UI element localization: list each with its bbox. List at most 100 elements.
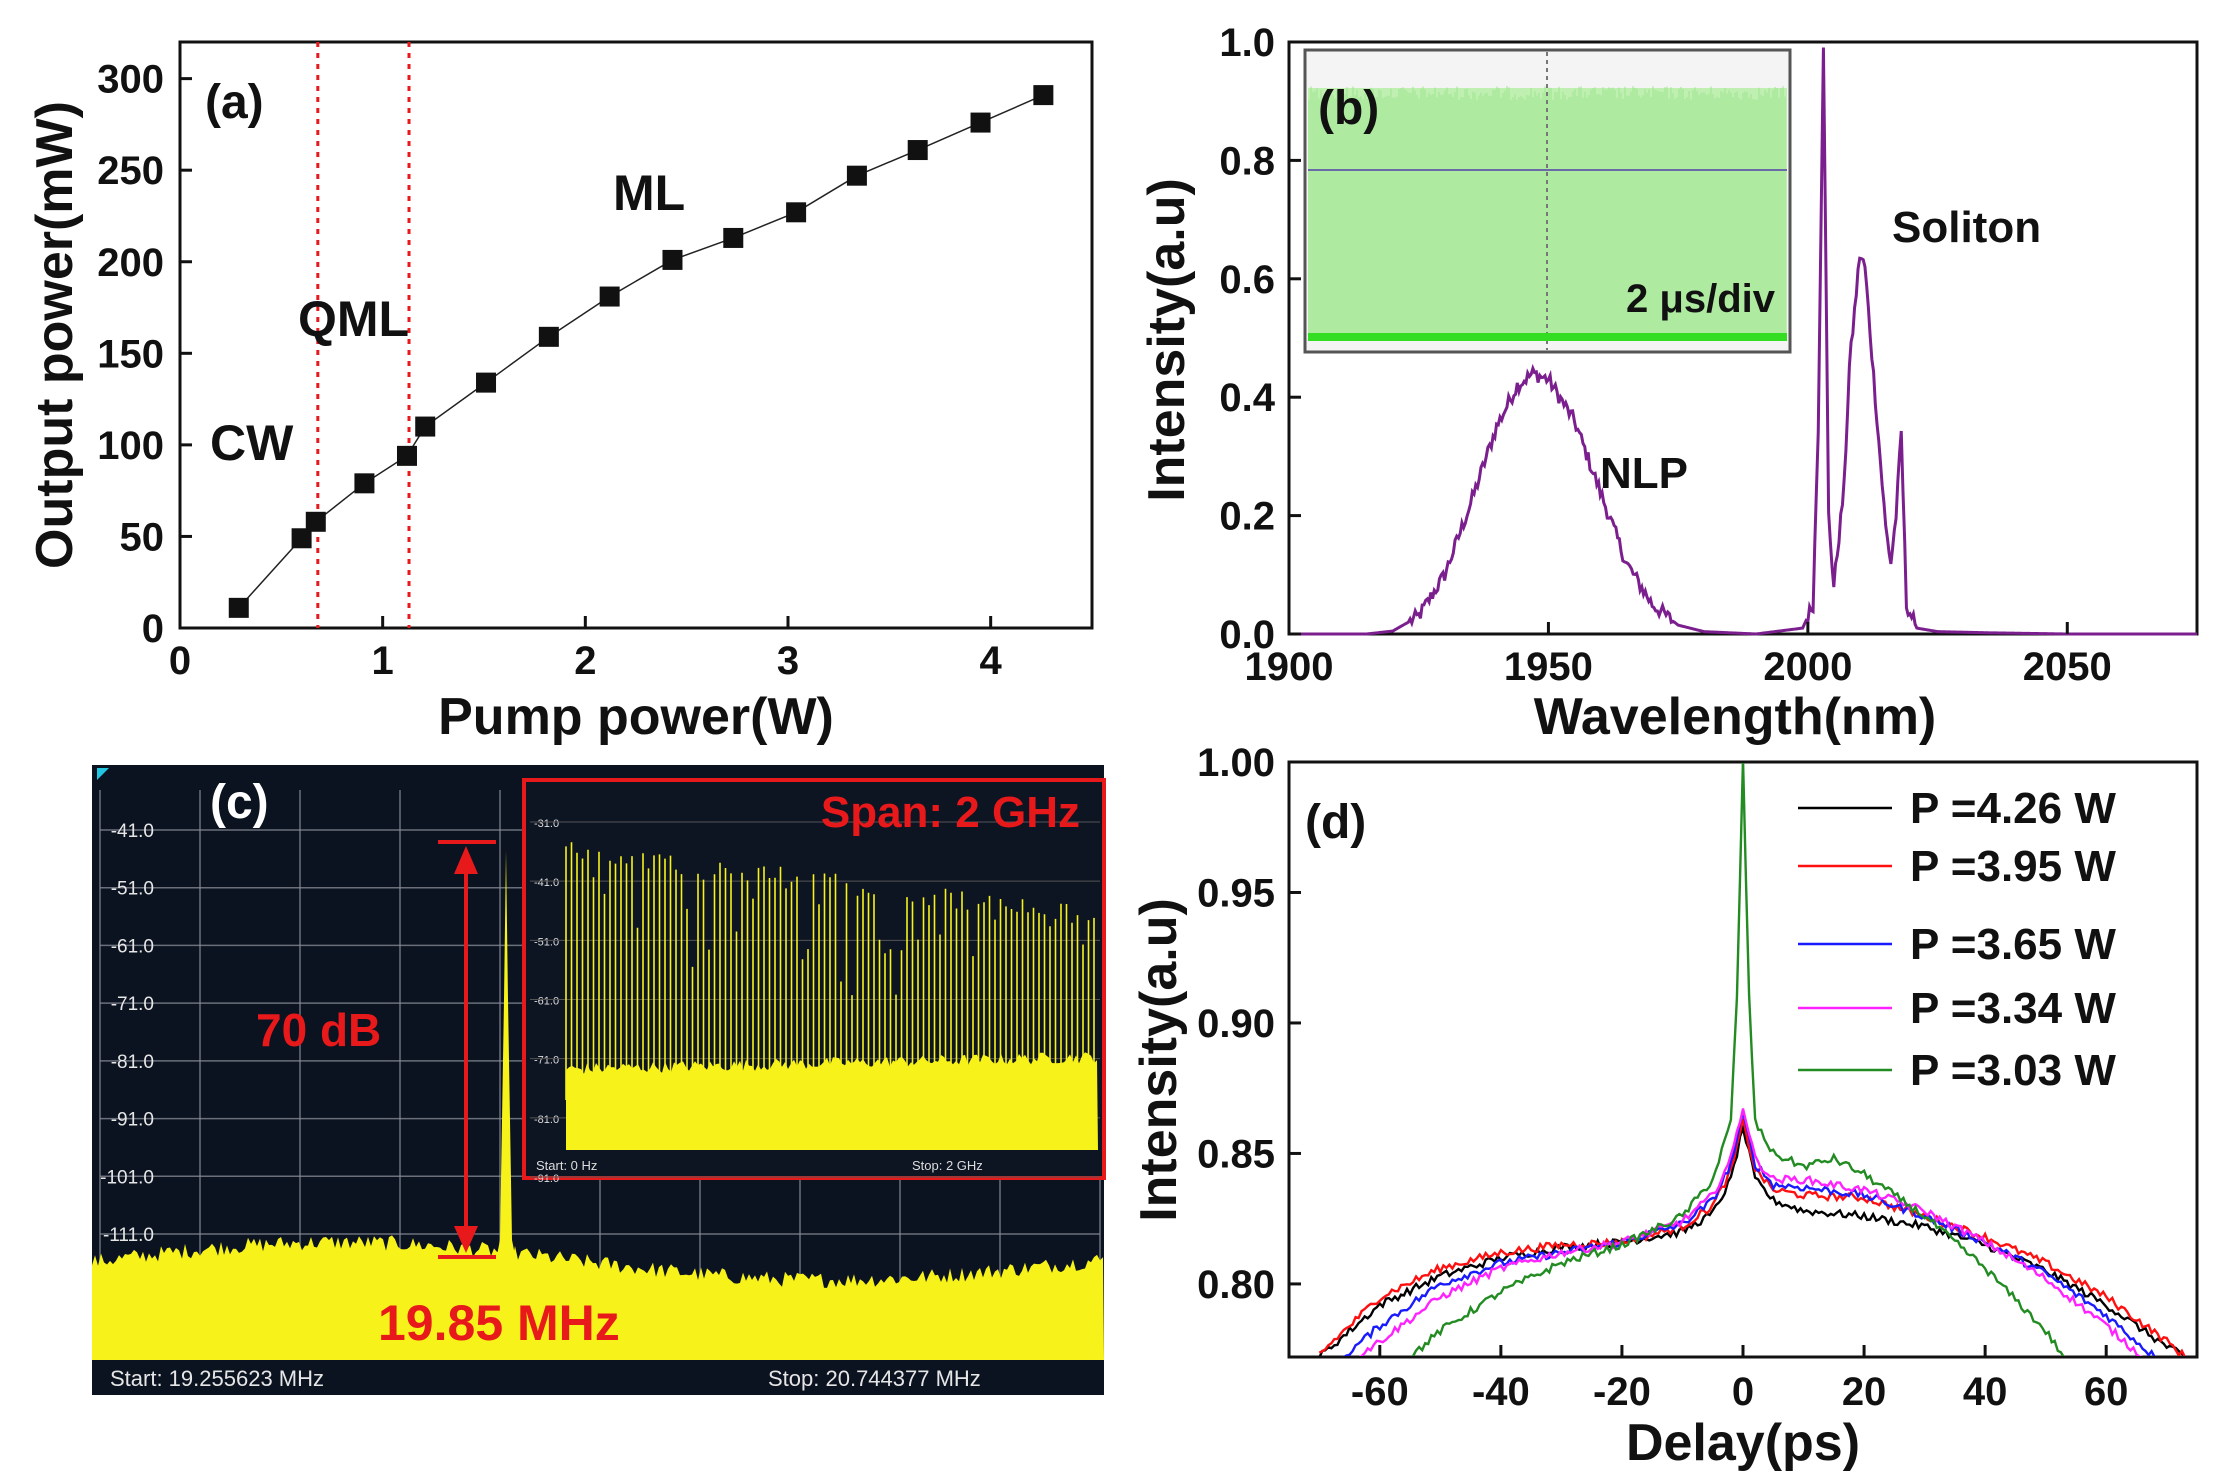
c-snr-label: 70 dB	[256, 1004, 381, 1056]
d-y-tick-label: 1.00	[1197, 741, 1275, 785]
c-y-tick-label: -111.0	[103, 1225, 154, 1246]
d-y-tick-label: 0.80	[1197, 1263, 1275, 1307]
a-data-point	[396, 445, 417, 466]
c-inset-span: -31.0 -41.0 -51.0 -61.0 -71.0 -81.0 -91.0 Span…	[522, 778, 1106, 1185]
a-x-tick-label: 4	[980, 639, 1003, 683]
b-inset-timebase: 2 μs/div	[1626, 277, 1776, 321]
c-y-tick-label: -41.0	[111, 821, 154, 842]
d-y-axis-label: Intensity(a.u)	[1130, 898, 1188, 1222]
c-snr-head-bottom	[454, 1226, 478, 1253]
b-y-axis-label: Intensity(a.u)	[1138, 178, 1196, 502]
a-y-tick-label: 150	[97, 332, 164, 376]
d-series-lines	[1318, 763, 2186, 1356]
d-legend-label: P =3.03 W	[1910, 1046, 2116, 1095]
a-x-tick-label: 0	[169, 639, 191, 683]
c-start-label: Start: 19.255623 MHz	[110, 1366, 324, 1391]
b-annotation-nlp: NLP	[1600, 449, 1688, 498]
c-y-tick-label: -51.0	[111, 879, 154, 900]
d-x-ticks: -60 -40 -20 0 20 40 60	[1351, 1345, 2129, 1414]
d-legend: P =4.26 W P =3.95 W P =3.65 W P =3.34 W P =3…	[1798, 784, 2116, 1095]
c-y-tick-label: -81.0	[111, 1052, 154, 1073]
a-y-tick-label: 250	[97, 149, 164, 193]
b-inset-pulse-train	[1308, 86, 1786, 340]
a-data-point	[1033, 85, 1054, 106]
b-inset-baseline	[1308, 333, 1787, 341]
a-x-tick-label: 1	[372, 639, 394, 683]
a-data-point	[415, 416, 436, 437]
c-inset-y-tick-label: -91.0	[534, 1173, 559, 1185]
a-data-point	[291, 528, 312, 549]
c-inset-y-tick-label: -61.0	[534, 996, 559, 1008]
b-inset-oscilloscope: 2 μs/div	[1303, 48, 1792, 354]
b-x-tick-label: 1900	[1245, 645, 1334, 689]
b-spectrum-line	[1289, 47, 2197, 636]
d-x-tick-label: -40	[1472, 1370, 1530, 1414]
c-inset-y-tick-label: -41.0	[534, 877, 559, 889]
c-inset-y-tick-label: -51.0	[534, 936, 559, 948]
d-x-tick-label: 0	[1732, 1370, 1754, 1414]
c-snr-head-top	[454, 846, 478, 874]
a-y-tick-label: 0	[142, 607, 164, 651]
c-fundamental-peak	[492, 850, 520, 1280]
c-inset-harmonics	[565, 842, 1098, 1150]
b-x-tick-label: 1950	[1504, 645, 1593, 689]
c-corner-marker	[97, 768, 109, 780]
panel-a: 0 1 2 3 4 0 50 100 150 200 250 300 (a) CW QML ML P…	[26, 40, 1094, 746]
a-y-axis-label: Output power(mW)	[26, 101, 84, 569]
c-inset-y-tick-label: -31.0	[534, 818, 559, 830]
a-data-point	[476, 372, 497, 393]
a-data-point	[907, 140, 928, 161]
d-y-ticks: 0.80 0.85 0.90 0.95 1.00	[1197, 741, 1301, 1307]
c-y-tick-label: -101.0	[100, 1167, 154, 1188]
a-region-qml: QML	[298, 291, 409, 347]
a-x-tick-label: 3	[777, 639, 799, 683]
d-x-tick-label: 60	[2084, 1370, 2129, 1414]
c-y-tick-label: -91.0	[111, 1110, 154, 1131]
b-annotation-soliton: Soliton	[1892, 203, 2041, 252]
d-series-line-4	[1411, 763, 2065, 1356]
d-series-line-3	[1358, 1108, 2143, 1356]
c-y-tick-label: -71.0	[111, 994, 154, 1015]
c-inset-y-tick-label: -81.0	[534, 1114, 559, 1126]
d-x-tick-label: -20	[1593, 1370, 1651, 1414]
a-y-tick-label: 100	[97, 424, 164, 468]
a-x-axis-label: Pump power(W)	[438, 688, 834, 746]
panel-a-frame	[178, 40, 1094, 630]
d-x-axis-label: Delay(ps)	[1626, 1414, 1860, 1472]
a-data-point	[538, 326, 559, 347]
b-y-tick-label: 0.2	[1219, 495, 1275, 539]
b-y-ticks: 0.0 0.2 0.4 0.6 0.8 1.0	[1219, 21, 1301, 657]
c-inset-start: Start: 0 Hz	[536, 1158, 597, 1173]
c-y-ticks: -41.0 -51.0 -61.0 -71.0 -81.0 -91.0 -101.0 -111…	[100, 821, 154, 1246]
b-spectrum-trace	[1289, 47, 2197, 636]
d-x-tick-label: 20	[1842, 1370, 1887, 1414]
a-x-ticks: 0 1 2 3 4	[169, 616, 1003, 683]
d-x-tick-label: -60	[1351, 1370, 1409, 1414]
d-y-tick-label: 0.95	[1197, 871, 1275, 915]
a-data-point	[354, 473, 375, 494]
a-x-tick-label: 2	[574, 639, 596, 683]
b-panel-label: (b)	[1318, 82, 1379, 135]
d-y-tick-label: 0.85	[1197, 1132, 1275, 1176]
a-y-tick-label: 50	[120, 515, 165, 559]
a-trend-line	[238, 94, 1044, 609]
c-inset-noise-fill	[566, 1052, 1098, 1150]
a-data-point	[228, 597, 249, 618]
a-data-point	[970, 112, 991, 133]
d-panel-label: (d)	[1305, 796, 1366, 849]
b-x-ticks: 1900 1950 2000 2050	[1245, 622, 2112, 689]
c-inset-y-tick-label: -71.0	[534, 1055, 559, 1067]
c-snr-arrow	[438, 840, 496, 1259]
b-x-tick-label: 2000	[1763, 645, 1852, 689]
a-data-point	[723, 227, 744, 248]
b-y-tick-label: 1.0	[1219, 21, 1275, 65]
b-y-tick-label: 0.0	[1219, 613, 1275, 657]
a-data-points	[228, 85, 1054, 618]
c-y-tick-label: -61.0	[111, 936, 154, 957]
c-inset-span-label: Span: 2 GHz	[821, 788, 1080, 837]
c-status-bar	[92, 1360, 1104, 1395]
b-y-tick-label: 0.6	[1219, 258, 1275, 302]
d-series-line-1	[1318, 1118, 2186, 1356]
a-data-point	[846, 165, 867, 186]
